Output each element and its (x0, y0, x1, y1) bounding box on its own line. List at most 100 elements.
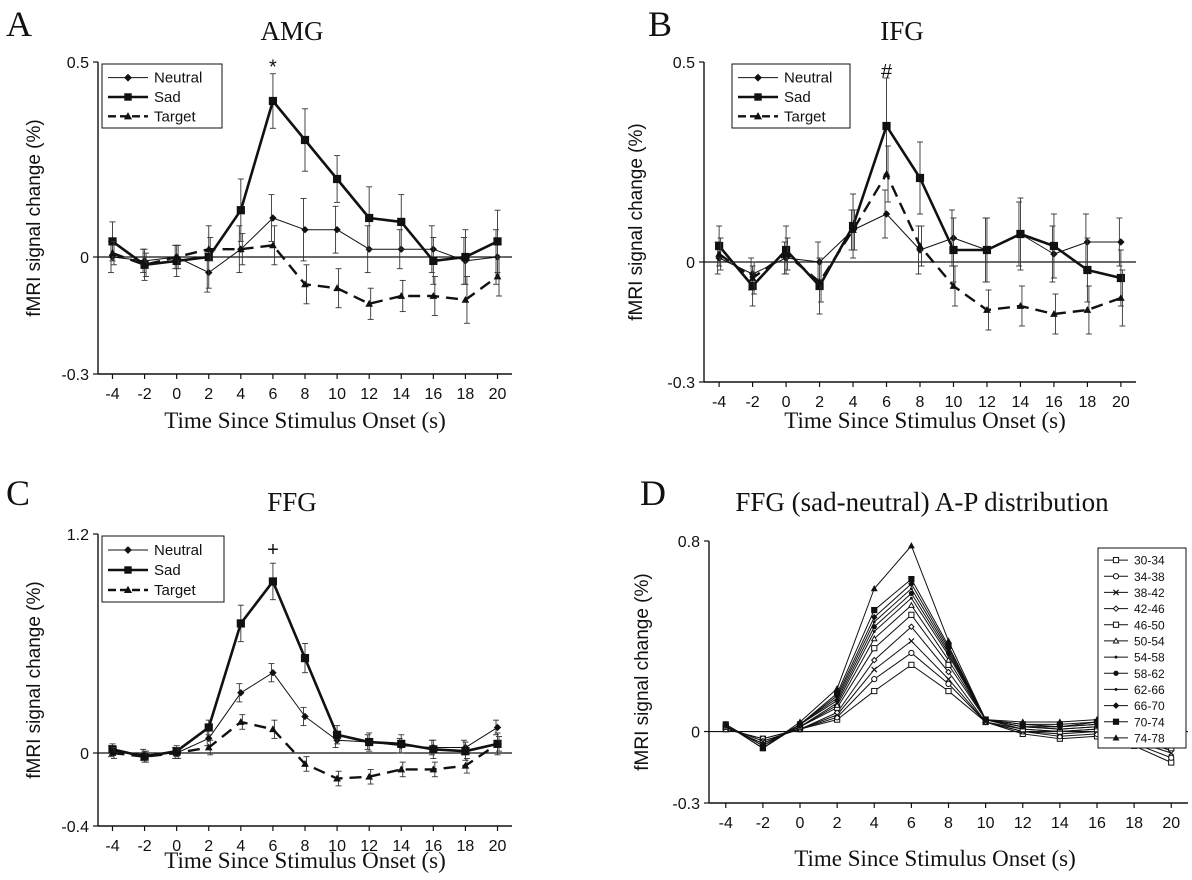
data-point (1168, 754, 1175, 761)
data-point (945, 676, 952, 683)
x-tick-label: -2 (137, 838, 151, 855)
legend: Neutral Sad Target (731, 63, 851, 129)
data-point (493, 237, 502, 246)
panel-letter: A (6, 4, 32, 44)
x-tick-label: 4 (236, 838, 245, 855)
legend-marker (1114, 655, 1118, 659)
series-sad (108, 73, 502, 289)
legend-label: 74-78 (1134, 731, 1165, 745)
data-point (1083, 265, 1092, 275)
x-tick-label: 18 (457, 386, 475, 403)
y-axis-title: fMRI signal change (%) (626, 123, 647, 320)
data-point (945, 637, 952, 644)
x-tick-label: 12 (360, 838, 378, 855)
significance-marker: * (269, 57, 277, 79)
x-tick-label: 20 (1162, 815, 1180, 832)
x-tick-label: 8 (916, 394, 925, 411)
legend-label: 62-66 (1134, 683, 1165, 697)
data-point (429, 291, 438, 299)
data-point (908, 649, 915, 657)
data-point (908, 590, 914, 597)
x-axis-title: Time Since Stimulus Onset (s) (164, 848, 446, 873)
x-tick-label: 0 (796, 815, 805, 832)
legend-marker (124, 566, 132, 574)
x-tick-label: 14 (392, 838, 410, 855)
series-neutral (107, 194, 502, 293)
data-point (982, 245, 992, 255)
series-neutral (107, 663, 502, 761)
data-point (461, 252, 470, 262)
x-tick-label: -4 (105, 838, 119, 855)
legend-label: 34-38 (1134, 570, 1165, 584)
data-point (300, 654, 310, 663)
legend-marker (1112, 605, 1120, 612)
x-tick-label: 2 (815, 394, 824, 411)
x-axis-title: Time Since Stimulus Onset (s) (794, 846, 1076, 871)
data-point (1117, 293, 1125, 301)
chart-title: AMG (260, 16, 323, 46)
legend: Neutral Sad Target (101, 63, 223, 129)
data-point (333, 774, 341, 782)
legend-label: 54-58 (1134, 651, 1165, 665)
y-tick-label: 0 (80, 746, 89, 763)
data-point (949, 245, 958, 255)
x-tick-label: -4 (712, 394, 726, 411)
data-point (269, 725, 277, 733)
x-tick-label: -2 (756, 815, 770, 832)
data-point (833, 685, 841, 692)
legend-label: Neutral (784, 70, 832, 87)
y-axis-title: fMRI signal change (%) (24, 581, 45, 778)
x-tick-label: -2 (137, 386, 151, 403)
x-axis-title: Time Since Stimulus Onset (s) (784, 408, 1066, 433)
data-point (870, 613, 878, 621)
series-line (112, 244, 499, 305)
y-axis-title: fMRI signal change (%) (632, 573, 653, 770)
x-tick-label: 2 (833, 815, 842, 832)
x-tick-label: 8 (301, 838, 310, 855)
data-point (204, 743, 213, 751)
data-point (715, 241, 724, 251)
x-tick-label: -4 (719, 815, 733, 832)
legend-marker (1112, 734, 1120, 741)
x-tick-label: 16 (1088, 815, 1106, 832)
legend-marker (1112, 573, 1120, 580)
data-point (397, 217, 406, 227)
x-tick-label: 20 (489, 386, 507, 403)
data-point (916, 241, 924, 249)
legend-label: 70-74 (1134, 715, 1165, 729)
data-point (834, 690, 841, 697)
x-tick-label: 18 (1079, 394, 1097, 411)
data-point (301, 280, 309, 288)
panel-letter: D (640, 473, 666, 513)
legend-box (1097, 547, 1187, 749)
x-tick-label: 12 (1014, 815, 1032, 832)
data-point (833, 701, 841, 708)
legend-marker (1112, 556, 1120, 564)
data-point (236, 206, 245, 215)
series-target (108, 714, 503, 787)
data-point (815, 277, 824, 285)
x-tick-label: 14 (1051, 815, 1069, 832)
legend-label: Target (784, 108, 827, 125)
x-tick-label: 0 (172, 838, 181, 855)
x-tick-label: 8 (301, 386, 310, 403)
legend-label: 50-54 (1134, 634, 1165, 648)
data-point (870, 585, 878, 592)
legend-marker (753, 112, 763, 120)
data-point (1049, 241, 1059, 251)
data-point (945, 680, 952, 688)
data-point (461, 747, 470, 756)
x-tick-label: 10 (328, 838, 346, 855)
legend-label: Target (154, 108, 197, 125)
data-point (949, 281, 958, 289)
x-tick-label: 6 (268, 838, 277, 855)
panel-letter: B (648, 4, 672, 44)
data-point (269, 668, 277, 677)
data-point (870, 635, 878, 642)
data-point (204, 252, 213, 262)
data-point (908, 623, 915, 631)
data-point (1116, 273, 1125, 283)
data-point (236, 619, 245, 628)
data-point (870, 656, 878, 664)
legend-marker (754, 73, 762, 82)
